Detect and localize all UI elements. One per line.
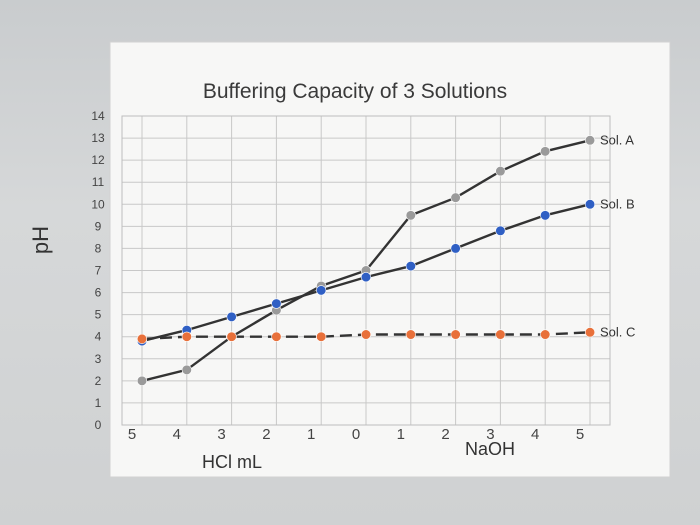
x-tick-label: 2 (441, 426, 449, 443)
x-tick-label: 0 (352, 426, 360, 443)
data-point-sol-a (405, 210, 416, 221)
data-point-sol-a (495, 166, 506, 177)
x-tick-label: 4 (531, 426, 539, 443)
data-point-sol-c (495, 329, 506, 340)
data-point-sol-b (405, 260, 416, 272)
legend-label-sol-b: Sol. B (600, 196, 635, 211)
data-point-sol-c (226, 331, 237, 342)
x-tick-label: 1 (307, 426, 315, 443)
y-tick-label: 13 (91, 131, 105, 145)
data-point-sol-c (316, 331, 327, 342)
data-point-sol-b (584, 199, 596, 210)
y-tick-label: 3 (95, 352, 102, 366)
x-axis-label-naoh: NaOH (465, 439, 515, 459)
y-tick-label: 9 (95, 219, 102, 233)
y-tick-label: 8 (95, 241, 102, 255)
data-point-sol-a (584, 135, 596, 146)
data-point-sol-b (450, 243, 461, 254)
data-point-sol-b (316, 285, 327, 296)
y-tick-label: 2 (95, 374, 102, 388)
data-point-sol-b (271, 298, 282, 309)
y-tick-label: 4 (95, 330, 102, 344)
legend-label-sol-a: Sol. A (600, 132, 634, 147)
y-tick-label: 5 (95, 308, 102, 322)
x-tick-label: 4 (173, 426, 181, 443)
data-point-sol-c (136, 333, 148, 345)
y-tick-label: 1 (95, 396, 102, 410)
data-point-sol-c (540, 329, 551, 340)
legend-label-sol-c: Sol. C (600, 324, 635, 339)
y-tick-label: 12 (91, 153, 105, 167)
data-point-sol-b (540, 210, 551, 221)
data-point-sol-c (450, 329, 461, 340)
data-point-sol-b (226, 311, 237, 322)
y-tick-label: 7 (95, 264, 102, 278)
y-tick-label: 10 (91, 197, 105, 211)
plot-border (121, 115, 611, 426)
data-point-sol-c (360, 329, 372, 340)
data-point-sol-c (181, 331, 192, 342)
y-tick-label: 0 (95, 418, 102, 432)
x-tick-label: 3 (486, 426, 494, 443)
legend: Sol. A Sol. B Sol. C (600, 132, 635, 339)
data-point-sol-c (271, 331, 282, 342)
x-tick-label: 2 (262, 426, 270, 443)
data-point-sol-c (584, 327, 596, 338)
series-points (136, 135, 596, 386)
data-point-sol-a (136, 375, 148, 386)
chart-area (109, 41, 671, 478)
data-point-sol-b (495, 225, 506, 236)
chart-title: Buffering Capacity of 3 Solutions (203, 80, 507, 103)
gridlines (121, 115, 611, 426)
data-point-sol-a (181, 364, 192, 375)
data-point-sol-c (405, 329, 416, 340)
x-tick-label: 5 (576, 426, 584, 443)
data-point-sol-b (360, 272, 372, 283)
x-tick-label: 1 (397, 426, 405, 443)
y-tick-label: 11 (92, 175, 105, 189)
x-tick-labels: 5 4 3 2 1 0 1 2 3 4 5 (128, 426, 584, 443)
y-axis-label: pH (28, 226, 53, 254)
data-point-sol-a (540, 146, 551, 157)
x-tick-label: 3 (217, 426, 225, 443)
y-tick-label: 6 (95, 286, 102, 300)
x-tick-label: 5 (128, 426, 136, 443)
x-axis-label-hcl: HCl mL (202, 452, 262, 472)
data-point-sol-a (450, 192, 461, 203)
y-tick-label: 14 (91, 109, 105, 123)
